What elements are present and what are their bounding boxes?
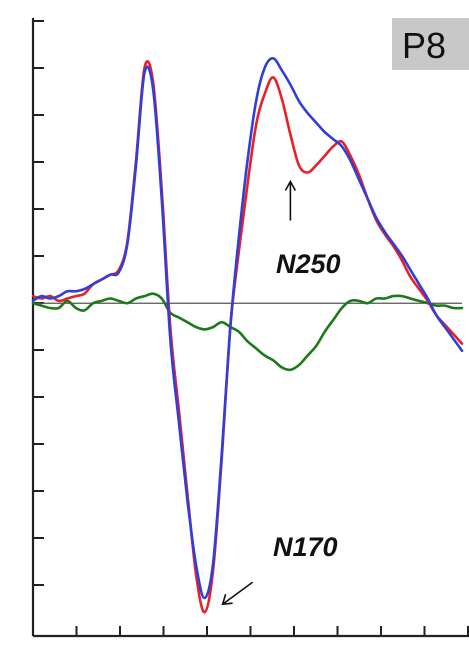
series-line-0 [31, 60, 464, 614]
series-line-2 [31, 292, 464, 372]
n170-label: N170 [273, 532, 338, 562]
series-group [31, 57, 464, 614]
y-ticks [33, 20, 44, 586]
channel-label-box [392, 18, 469, 70]
x-ticks [32, 626, 469, 636]
n250-arrow-head [284, 179, 297, 191]
annotations: N250 N170 [221, 179, 341, 606]
channel-label-text: P8 [402, 25, 446, 66]
series-line-1 [31, 57, 464, 600]
n250-label: N250 [276, 249, 341, 279]
axes [31, 18, 469, 638]
channel-label: P8 [392, 18, 469, 70]
n170-arrow-head [221, 594, 233, 606]
n170-arrow-shaft [222, 581, 254, 605]
